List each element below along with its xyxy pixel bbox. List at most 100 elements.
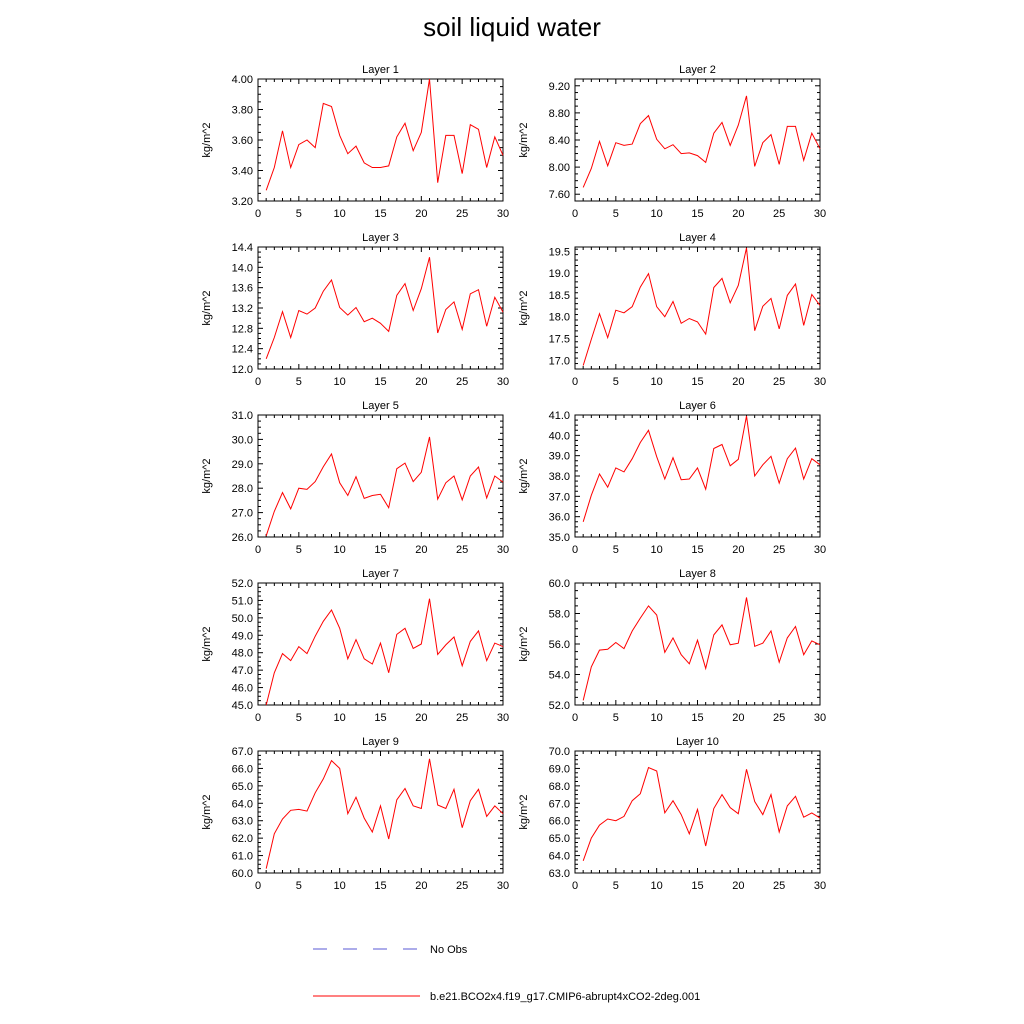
y-tick-label: 12.8 <box>232 323 253 335</box>
y-tick-label: 63.0 <box>232 816 253 828</box>
panel-10: Layer 10 kg/m^2 0 5 10 15 20 25 30 63.0 64.0 65.0 66… <box>518 736 826 892</box>
y-tick-label: 66.0 <box>232 763 253 775</box>
x-tick-label: 25 <box>456 208 468 220</box>
y-tick-label: 17.5 <box>549 334 570 346</box>
y-tick-label: 60.0 <box>232 868 253 880</box>
series-line <box>265 758 504 869</box>
y-axis-label: kg/m^2 <box>518 290 530 325</box>
x-tick-label: 15 <box>374 880 386 892</box>
panel-5: Layer 5 kg/m^2 0 5 10 15 20 25 30 26.0 27.0 28.0 29.… <box>201 400 509 556</box>
y-tick-label: 13.6 <box>232 283 253 295</box>
y-axis-label: kg/m^2 <box>518 626 530 661</box>
page-title: soil liquid water <box>423 12 601 42</box>
y-tick-label: 14.0 <box>232 262 253 274</box>
y-tick-label: 3.80 <box>232 105 253 117</box>
x-tick-label: 0 <box>572 880 578 892</box>
x-tick-label: 25 <box>456 544 468 556</box>
x-tick-label: 10 <box>651 208 663 220</box>
x-tick-label: 10 <box>651 544 663 556</box>
y-tick-label: 17.0 <box>549 355 570 367</box>
y-tick-label: 39.0 <box>549 451 570 463</box>
y-tick-label: 67.0 <box>232 746 253 758</box>
x-tick-label: 0 <box>572 376 578 388</box>
x-tick-label: 20 <box>732 712 744 724</box>
x-tick-label: 30 <box>497 208 509 220</box>
y-tick-label: 48.0 <box>232 648 253 660</box>
x-tick-label: 30 <box>497 880 509 892</box>
plot-frame <box>574 414 821 538</box>
x-tick-label: 5 <box>296 712 302 724</box>
panel-title: Layer 3 <box>362 232 399 244</box>
x-tick-label: 25 <box>773 208 785 220</box>
y-tick-label: 19.0 <box>549 268 570 280</box>
x-tick-label: 10 <box>651 880 663 892</box>
x-tick-label: 25 <box>773 544 785 556</box>
x-tick-label: 15 <box>691 880 703 892</box>
x-tick-label: 15 <box>691 208 703 220</box>
x-tick-label: 15 <box>374 712 386 724</box>
x-tick-label: 5 <box>296 208 302 220</box>
y-tick-label: 3.40 <box>232 166 253 178</box>
y-tick-label: 19.5 <box>549 246 570 258</box>
y-tick-label: 14.4 <box>232 242 253 254</box>
y-tick-label: 9.20 <box>549 81 570 93</box>
y-tick-label: 8.00 <box>549 162 570 174</box>
y-tick-label: 40.0 <box>549 430 570 442</box>
plot-frame <box>574 246 821 370</box>
panel-title: Layer 7 <box>362 568 399 580</box>
x-tick-label: 0 <box>255 376 261 388</box>
y-tick-label: 54.0 <box>549 670 570 682</box>
x-tick-label: 0 <box>572 208 578 220</box>
y-tick-label: 45.0 <box>232 700 253 712</box>
x-tick-label: 20 <box>415 376 427 388</box>
y-tick-label: 50.0 <box>232 613 253 625</box>
y-tick-label: 18.0 <box>549 312 570 324</box>
y-axis-label: kg/m^2 <box>518 794 530 829</box>
x-tick-label: 20 <box>732 880 744 892</box>
x-tick-label: 30 <box>814 712 826 724</box>
x-tick-label: 20 <box>415 712 427 724</box>
panel-6: Layer 6 kg/m^2 0 5 10 15 20 25 30 35.0 36.0 37.0 38.… <box>518 400 826 556</box>
x-tick-label: 30 <box>814 544 826 556</box>
x-tick-label: 20 <box>415 208 427 220</box>
y-tick-label: 12.0 <box>232 364 253 376</box>
y-tick-label: 38.0 <box>549 471 570 483</box>
x-tick-label: 15 <box>374 376 386 388</box>
y-tick-label: 28.0 <box>232 483 253 495</box>
panel-1: Layer 1 kg/m^2 0 5 10 15 20 25 30 3.20 3.40 3.60 3.8… <box>201 64 509 220</box>
y-tick-label: 61.0 <box>232 851 253 863</box>
y-tick-label: 4.00 <box>232 74 253 86</box>
x-tick-label: 30 <box>497 544 509 556</box>
y-tick-label: 64.0 <box>549 851 570 863</box>
panel-8: Layer 8 kg/m^2 0 5 10 15 20 25 30 52.0 54.0 56.0 58.… <box>518 568 826 724</box>
y-axis-label: kg/m^2 <box>518 122 530 157</box>
y-tick-label: 30.0 <box>232 434 253 446</box>
x-tick-label: 5 <box>613 208 619 220</box>
x-tick-label: 10 <box>334 880 346 892</box>
x-tick-label: 15 <box>691 376 703 388</box>
y-tick-label: 26.0 <box>232 532 253 544</box>
panel-4: Layer 4 kg/m^2 0 5 10 15 20 25 30 17.0 17.5 18.0 18.… <box>518 232 826 388</box>
x-tick-label: 15 <box>691 712 703 724</box>
panel-title: Layer 9 <box>362 736 399 748</box>
x-tick-label: 0 <box>572 712 578 724</box>
plot-frame <box>257 414 504 538</box>
plot-frame <box>574 78 821 202</box>
y-tick-label: 60.0 <box>549 578 570 590</box>
x-tick-label: 10 <box>651 712 663 724</box>
series-line <box>265 78 504 191</box>
panel-title: Layer 2 <box>679 64 716 76</box>
y-tick-label: 52.0 <box>549 700 570 712</box>
plot-frame <box>574 582 821 706</box>
x-tick-label: 20 <box>732 376 744 388</box>
y-tick-label: 41.0 <box>549 410 570 422</box>
y-tick-label: 47.0 <box>232 665 253 677</box>
x-tick-label: 25 <box>456 880 468 892</box>
y-tick-label: 65.0 <box>549 833 570 845</box>
x-tick-label: 20 <box>415 880 427 892</box>
y-tick-label: 27.0 <box>232 508 253 520</box>
y-tick-label: 29.0 <box>232 459 253 471</box>
panel-2: Layer 2 kg/m^2 0 5 10 15 20 25 30 7.60 8.00 8.40 8.8… <box>518 64 826 220</box>
series-line <box>582 597 821 701</box>
